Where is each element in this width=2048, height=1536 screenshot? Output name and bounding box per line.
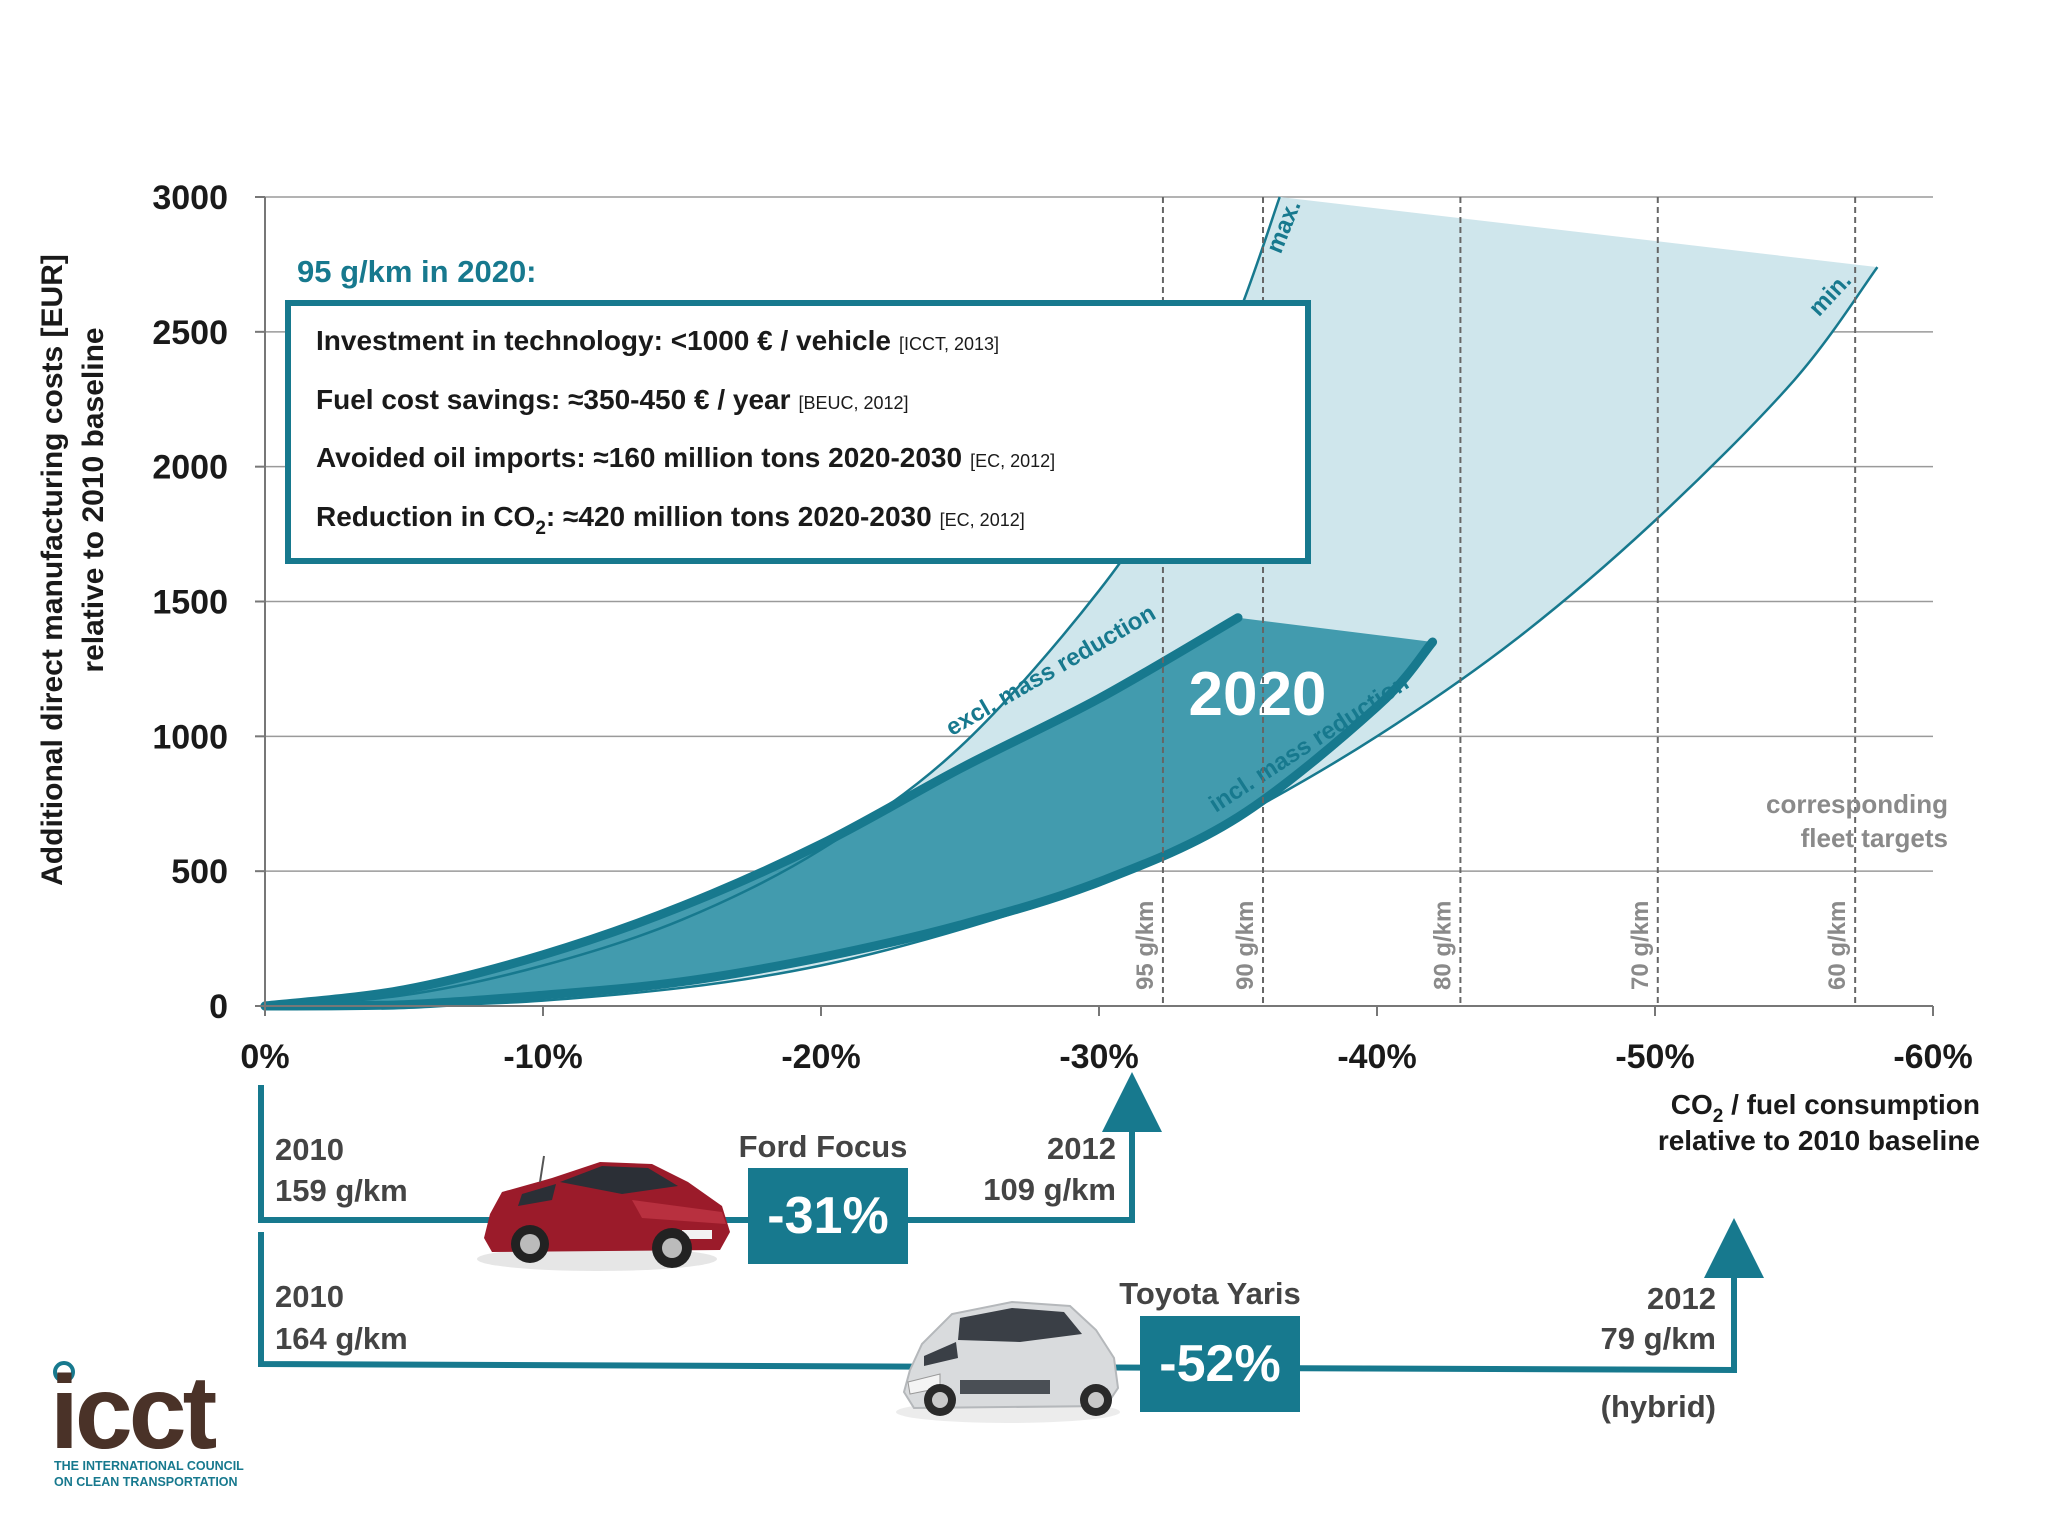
y-tick-label: 1000: [152, 718, 228, 756]
ford-focus-car-image: [477, 1155, 730, 1271]
fleet-targets-caption-line2: fleet targets: [1801, 823, 1948, 853]
yaris-change-value: -52%: [1159, 1335, 1280, 1393]
fleet-target-label: 60 g/km: [1824, 901, 1851, 990]
info-box: 95 g/km in 2020: Investment in technolog…: [285, 254, 1311, 564]
focus-value-start: 159 g/km: [275, 1173, 408, 1208]
fleet-target-lines: 95 g/km 90 g/km 80 g/km 70 g/km 60 g/km: [1132, 197, 1857, 1006]
info-line-oil-imports: Avoided oil imports: ≈160 million tons 2…: [316, 442, 1055, 473]
fleet-target-label: 70 g/km: [1627, 901, 1654, 990]
logo-wordmark: icct: [50, 1355, 217, 1471]
y-tick-label: 0: [209, 988, 228, 1026]
logo-tagline-line1: THE INTERNATIONAL COUNCIL: [54, 1459, 244, 1473]
fleet-targets-caption: corresponding: [1766, 789, 1948, 819]
focus-year-start: 2010: [275, 1132, 344, 1167]
cost-range-band: [265, 197, 1878, 1006]
region-2020-area: [265, 617, 1433, 1006]
x-tick-label: -30%: [1059, 1038, 1138, 1076]
cost-areas: max.min.excl. mass reduction incl. mass r…: [260, 196, 1879, 1011]
yaris-year-start: 2010: [275, 1279, 344, 1314]
yaris-change-badge: [1140, 1316, 1300, 1412]
y-tick-label: 2500: [152, 314, 228, 352]
y-tick-label: 500: [171, 853, 228, 891]
logo-tagline-line2: ON CLEAN TRANSPORTATION: [54, 1475, 238, 1489]
fleet-target-label: 95 g/km: [1132, 901, 1159, 990]
yaris-value-start: 164 g/km: [275, 1321, 408, 1356]
info-line-fuel-savings: Fuel cost savings: ≈350-450 € / year [BEU…: [316, 384, 909, 415]
logo-dot-icon: [53, 1361, 75, 1383]
info-box-frame: [285, 300, 1311, 564]
series-excl-mass-line: [260, 613, 1243, 1011]
region-2020-label: 2020: [1188, 660, 1326, 729]
focus-name: Ford Focus: [739, 1129, 908, 1164]
y-axis-title: Additional direct manufacturing costs [E…: [36, 254, 69, 886]
focus-change-badge: [748, 1168, 908, 1264]
yaris-value-end: 79 g/km: [1601, 1321, 1716, 1356]
focus-year-end: 2012: [1047, 1131, 1116, 1166]
x-tick-label: -20%: [781, 1038, 860, 1076]
yaris-year-end: 2012: [1647, 1281, 1716, 1316]
fleet-target-label: 80 g/km: [1429, 901, 1456, 990]
fleet-target-label: 90 g/km: [1232, 901, 1259, 990]
info-box-title: 95 g/km in 2020:: [297, 254, 537, 289]
x-tick-label: 0%: [240, 1038, 289, 1076]
series-incl-mass-line: [260, 637, 1438, 1011]
info-line-investment: Investment in technology: <1000 € / vehi…: [316, 325, 999, 356]
x-axis-title: CO2 / fuel consumption: [1671, 1089, 1980, 1127]
ford-focus-comparison: 2010 159 g/km Ford Focus 2012 109 g/km -…: [258, 1072, 1162, 1271]
toyota-yaris-comparison: 2010 164 g/km Toyota Yaris 2012 79 g/km …: [258, 1218, 1764, 1424]
y-tick-label: 3000: [152, 179, 228, 217]
y-tick-label: 1500: [152, 584, 228, 622]
yaris-note: (hybrid): [1601, 1389, 1716, 1424]
focus-value-end: 109 g/km: [983, 1172, 1116, 1207]
y-axis-title-line2: relative to 2010 baseline: [77, 327, 110, 672]
x-tick-label: -60%: [1893, 1038, 1972, 1076]
yaris-name: Toyota Yaris: [1119, 1276, 1301, 1311]
axes: 0 500 1000 1500 2000 2500 3000 0% -10% -20% -30% -4…: [152, 179, 1972, 1076]
y-tick-label: 2000: [152, 449, 228, 487]
focus-change-value: -31%: [767, 1187, 888, 1245]
x-tick-label: -10%: [503, 1038, 582, 1076]
icct-logo: icct THE INTERNATIONAL COUNCIL ON CLEAN …: [50, 1355, 244, 1489]
x-tick-label: -40%: [1337, 1038, 1416, 1076]
info-line-co2-reduction: Reduction in CO2: ≈420 million tons 2020…: [316, 501, 1025, 539]
toyota-yaris-car-image: [896, 1300, 1120, 1423]
x-axis-title-line2: relative to 2010 baseline: [1658, 1125, 1980, 1156]
x-tick-label: -50%: [1615, 1038, 1694, 1076]
